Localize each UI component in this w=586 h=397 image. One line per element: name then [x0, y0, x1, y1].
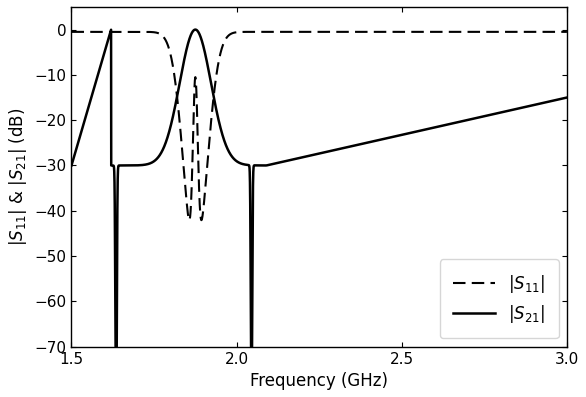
Y-axis label: $|S_{11}|$ & $|S_{21}|$ (dB): $|S_{11}|$ & $|S_{21}|$ (dB): [7, 108, 29, 246]
X-axis label: Frequency (GHz): Frequency (GHz): [250, 372, 388, 390]
Legend: $|S_{11}|$, $|S_{21}|$: $|S_{11}|$, $|S_{21}|$: [440, 259, 558, 338]
